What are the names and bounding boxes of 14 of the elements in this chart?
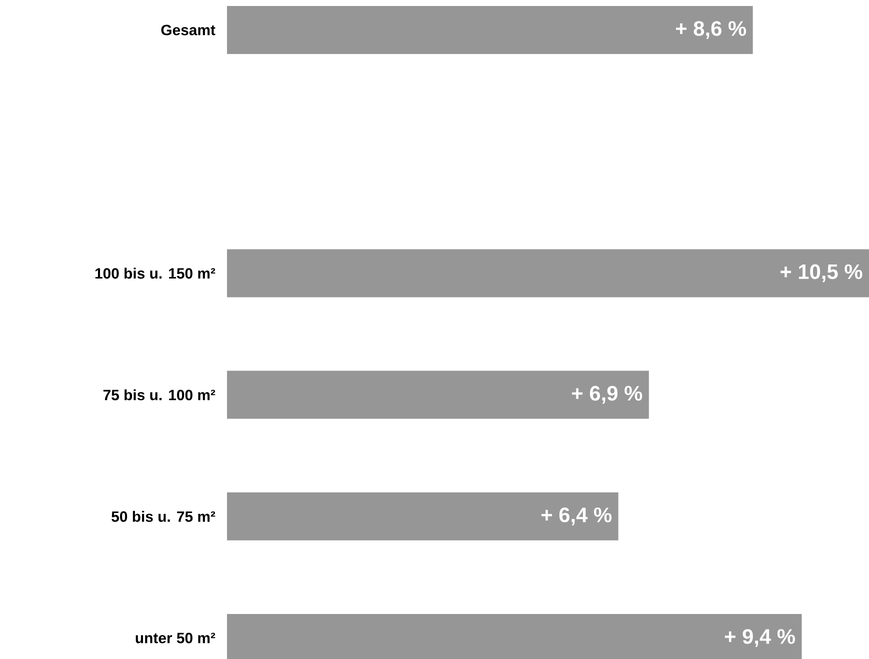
data-label: + 10,5 % bbox=[780, 264, 862, 282]
bar bbox=[227, 370, 649, 419]
bar bbox=[227, 249, 869, 298]
y-tick-label: 75 bis u. 100 m² bbox=[103, 389, 216, 400]
bar bbox=[227, 6, 753, 54]
y-tick-label: 50 bis u. 75 m² bbox=[112, 510, 216, 522]
bar bbox=[227, 492, 618, 540]
data-label: + 8,6 % bbox=[676, 21, 746, 39]
y-tick-label: unter 50 m² bbox=[136, 632, 216, 644]
data-label: + 6,4 % bbox=[541, 507, 612, 526]
data-label: + 9,4 % bbox=[724, 629, 795, 647]
y-tick-label: Gesamt bbox=[161, 24, 216, 36]
y-tick-label: 100 bis u. 150 m² bbox=[95, 268, 216, 279]
data-label: + 6,9 % bbox=[572, 386, 642, 404]
